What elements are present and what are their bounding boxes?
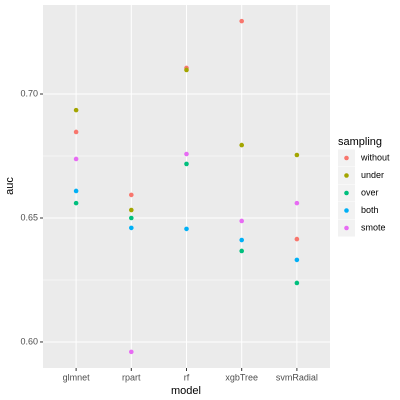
legend-label: without	[360, 152, 390, 162]
point	[294, 257, 300, 263]
point	[129, 192, 134, 198]
point	[239, 218, 244, 224]
legend-label: smote	[361, 222, 386, 232]
legend-title: sampling	[338, 136, 382, 148]
point	[129, 225, 134, 231]
point	[73, 129, 79, 135]
point	[129, 207, 134, 213]
point	[73, 188, 79, 194]
point	[184, 151, 189, 157]
point	[184, 226, 189, 232]
point	[294, 236, 300, 242]
point	[239, 248, 244, 254]
point	[129, 215, 134, 221]
legend-label: both	[361, 205, 379, 215]
point	[73, 200, 79, 206]
y-tick-label: 0.60	[20, 336, 38, 346]
point	[129, 349, 134, 355]
point	[239, 142, 244, 148]
point	[294, 200, 300, 206]
legend-label: over	[361, 187, 379, 197]
legend-swatch	[344, 208, 349, 213]
x-tick-label: rf	[184, 372, 190, 382]
x-tick-label: rpart	[122, 372, 141, 382]
point	[239, 237, 244, 243]
legend-swatch	[344, 155, 349, 161]
x-axis-title: model	[171, 385, 201, 397]
y-tick-label: 0.65	[20, 212, 38, 222]
point	[73, 107, 79, 113]
point	[184, 67, 189, 73]
x-tick-label: xgbTree	[225, 372, 258, 382]
y-axis-title: auc	[4, 177, 16, 195]
legend-swatch	[344, 225, 349, 231]
point	[294, 152, 300, 158]
x-tick-label: svmRadial	[276, 372, 318, 382]
point	[73, 156, 79, 162]
legend-label: under	[361, 170, 384, 180]
legend-swatch	[344, 190, 349, 196]
point	[184, 161, 189, 167]
y-tick-label: 0.70	[20, 88, 38, 98]
legend-swatch	[344, 173, 349, 178]
x-tick-label: glmnet	[63, 372, 91, 382]
point	[239, 18, 244, 24]
point	[294, 280, 300, 286]
